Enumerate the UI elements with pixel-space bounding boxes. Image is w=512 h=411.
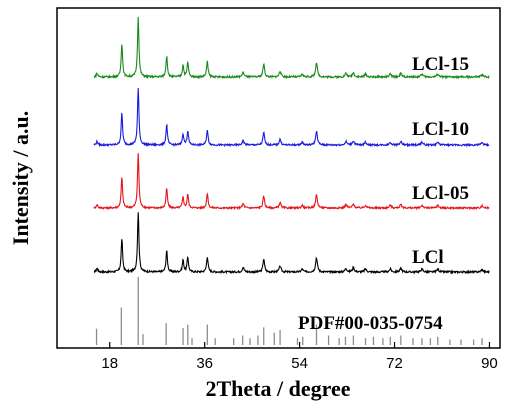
series-label: LCl-10 [412,119,469,140]
x-tick-label: 72 [386,355,403,372]
series-line-lcl-10 [93,88,490,148]
series-line-lcl [93,212,490,275]
series-line-lcl-05 [93,153,490,211]
plot-frame [56,7,501,349]
x-axis-title: 2Theta / degree [205,376,350,401]
series-label: LCl-05 [412,183,469,204]
x-tick-label: 90 [481,355,498,372]
series-labels: LCl LCl-05 LCl-10 LCl-15 [412,54,469,268]
series-group [93,16,490,275]
reference-peaks [95,277,483,345]
series-label: LCl [412,247,444,268]
series-label: LCl-15 [412,54,469,75]
reference-label: PDF#00-035-0754 [298,313,443,334]
x-tick-label: 36 [196,355,213,372]
x-tick-label: 18 [101,355,118,372]
series-line-lcl-15 [93,16,490,80]
x-tick-label: 54 [291,355,308,372]
y-axis-title: Intensity / a.u. [8,111,33,245]
x-axis-ticks: 18 36 54 72 90 [101,342,498,372]
